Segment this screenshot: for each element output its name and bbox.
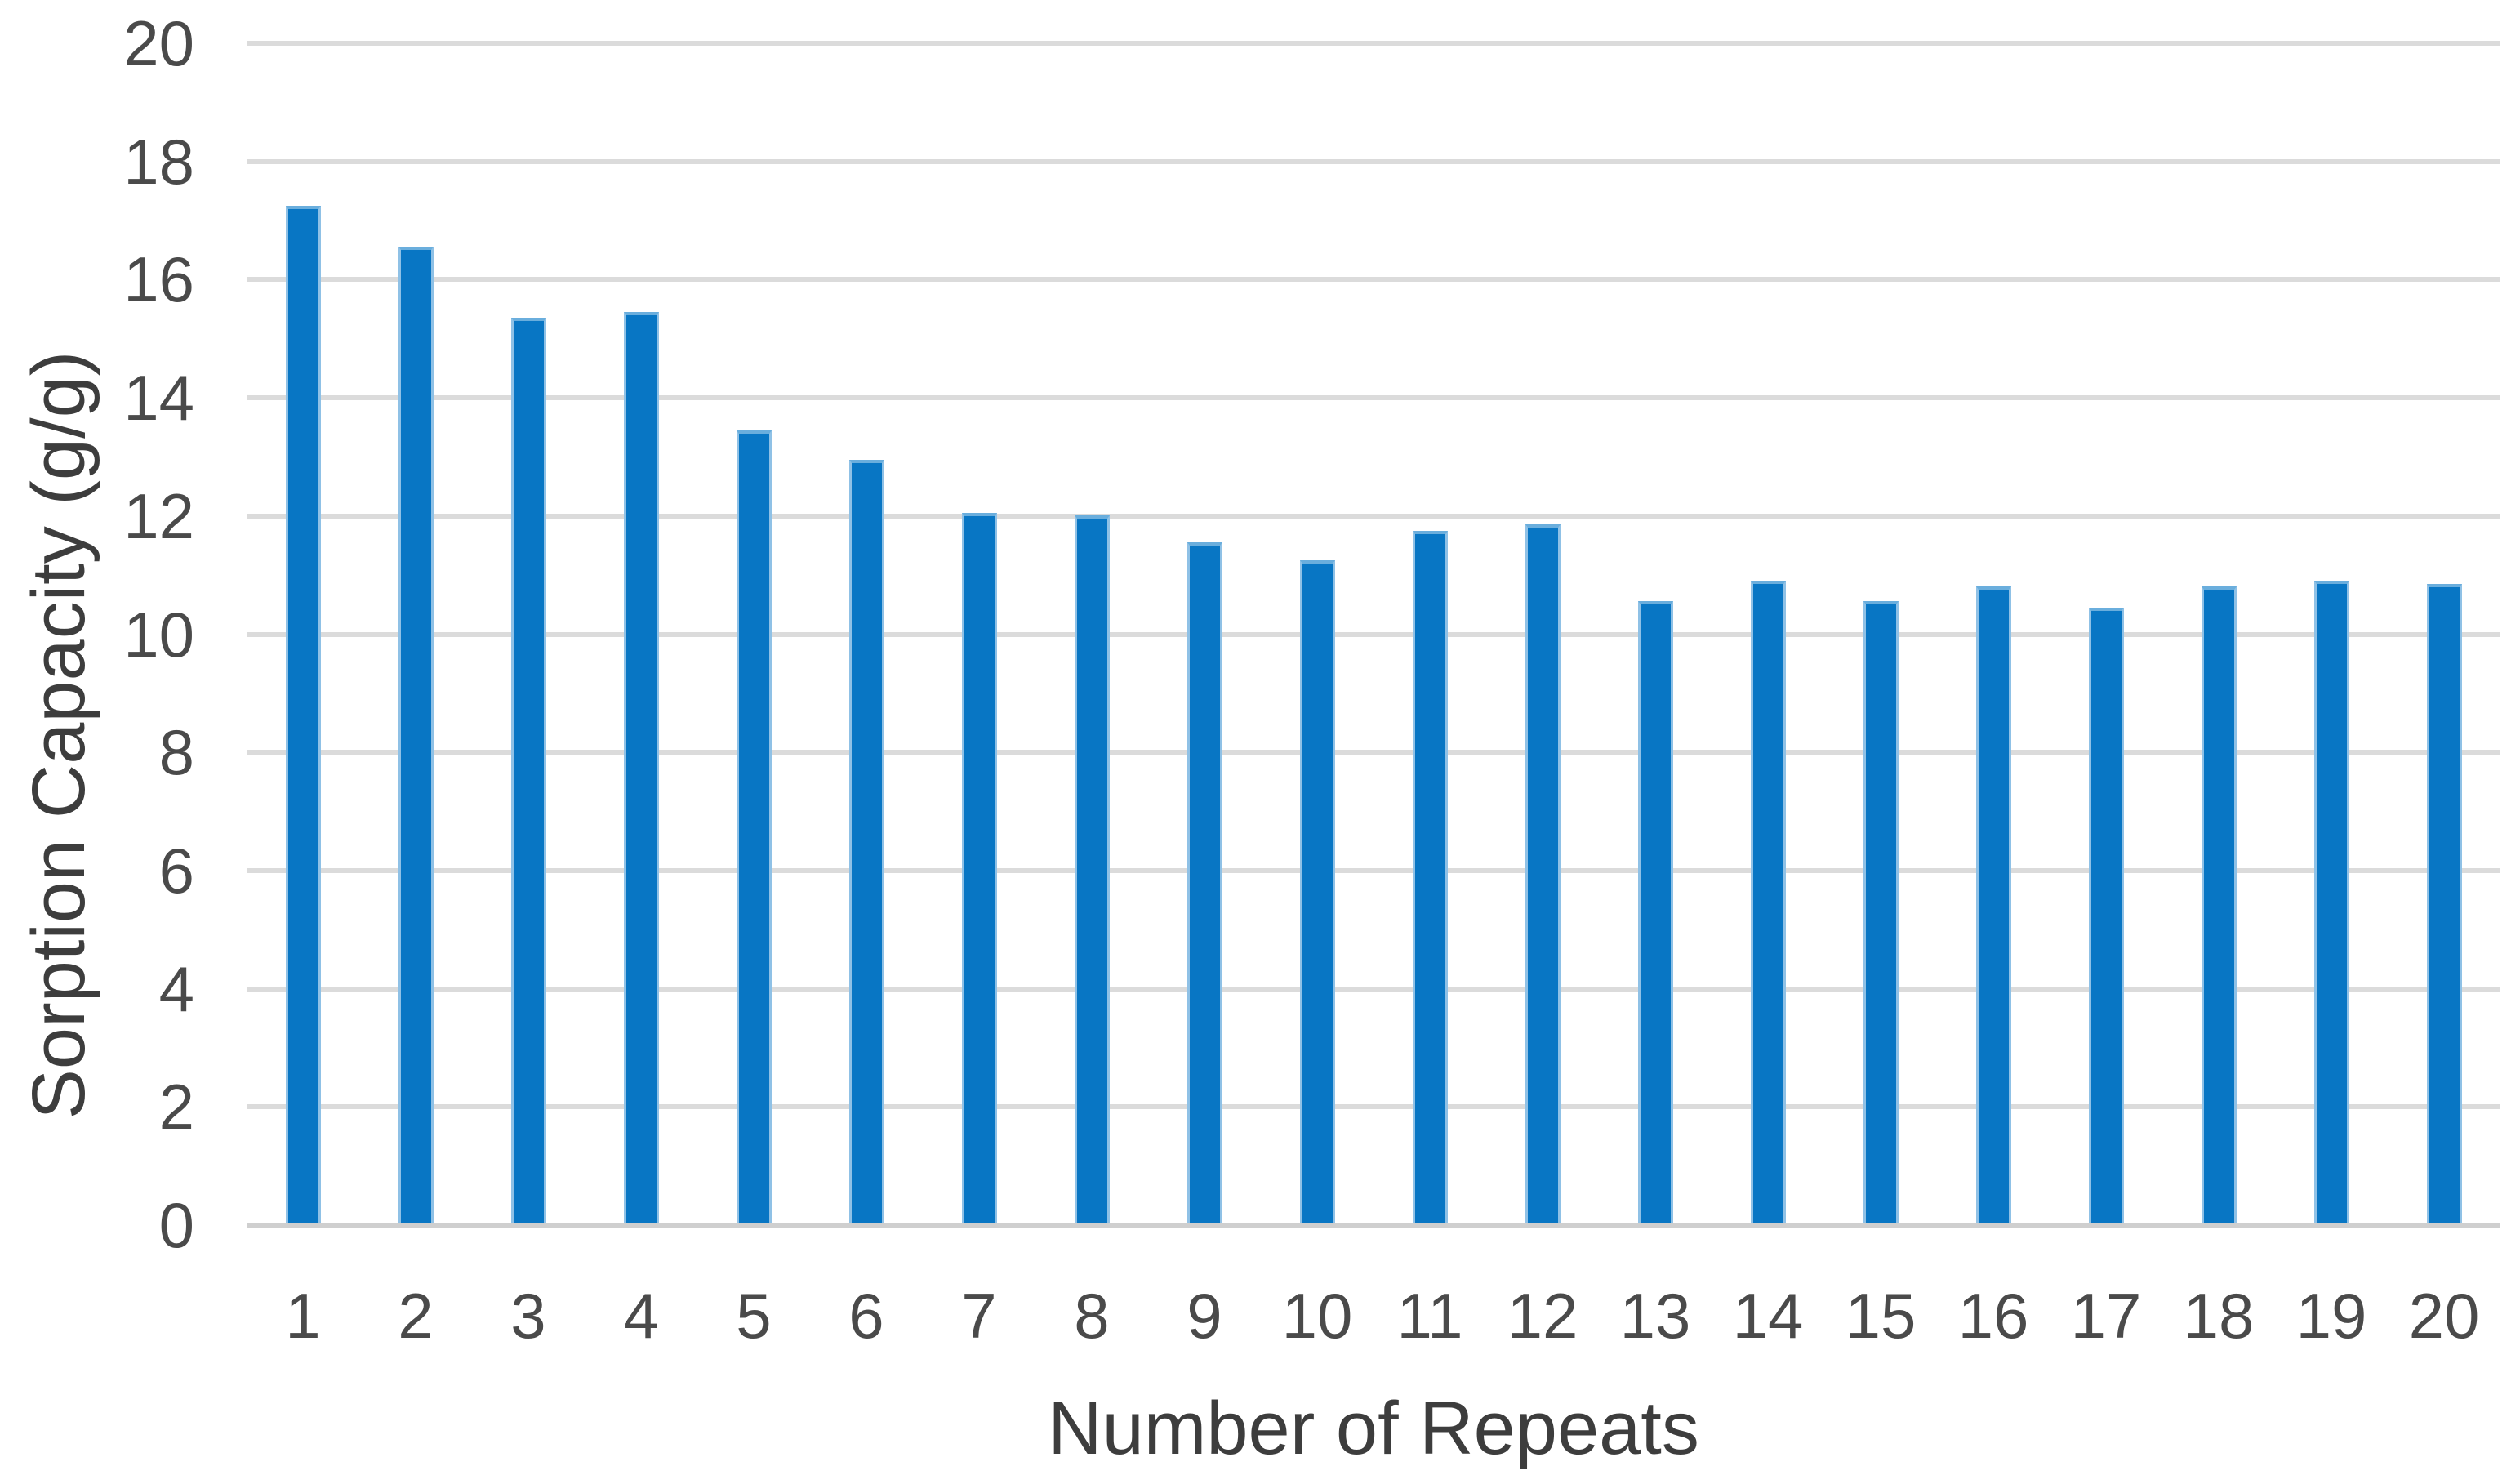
x-tick-label: 12 [1507,1280,1578,1352]
x-tick-label: 2 [398,1280,434,1352]
x-tick-label: 11 [1396,1280,1463,1352]
bar-slot-17 [2050,43,2162,1225]
y-tick-label: 10 [123,598,194,671]
gridline-y18 [247,158,2500,164]
y-tick-label: 8 [158,716,194,789]
x-tick-label: 14 [1732,1280,1804,1352]
x-tick-label: 19 [2295,1280,2367,1352]
x-tick-label: 6 [848,1280,884,1352]
bar-repeat-15 [1863,601,1899,1225]
bar-repeat-7 [961,513,997,1225]
bar-repeat-3 [510,318,546,1225]
bar-repeat-14 [1750,581,1786,1225]
x-tick-label: 16 [1957,1280,2029,1352]
y-tick-label: 12 [123,479,194,552]
x-axis-line [247,1223,2500,1228]
bar-slot-7 [923,43,1035,1225]
bar-repeat-11 [1412,531,1448,1225]
bar-repeat-16 [1975,586,2011,1225]
bar-slot-15 [1824,43,1937,1225]
bar-slot-2 [359,43,472,1225]
bar-repeat-20 [2426,584,2462,1225]
bar-repeat-9 [1187,542,1222,1225]
x-tick-label: 4 [623,1280,659,1352]
bar-repeat-4 [623,312,659,1225]
bar-repeat-1 [285,206,321,1225]
x-tick-label: 17 [2070,1280,2142,1352]
bar-repeat-10 [1299,560,1335,1225]
y-tick-label: 20 [123,7,194,79]
gridline-y16 [247,277,2500,283]
gridline-y4 [247,986,2500,992]
x-tick-label: 13 [1619,1280,1691,1352]
gridline-y2 [247,1104,2500,1110]
bar-slot-3 [472,43,585,1225]
bar-repeat-6 [848,460,884,1225]
x-tick-label: 7 [961,1280,997,1352]
y-tick-label: 4 [158,952,194,1025]
bar-slot-9 [1148,43,1261,1225]
x-axis-title: Number of Repeats [1048,1387,1699,1470]
bar-slot-4 [585,43,697,1225]
bar-repeat-18 [2201,586,2237,1225]
bar-slot-10 [1261,43,1374,1225]
bar-slot-11 [1374,43,1486,1225]
y-tick-label: 6 [158,834,194,907]
bar-slot-1 [247,43,359,1225]
bar-repeat-12 [1525,524,1561,1225]
bar-slot-14 [1712,43,1824,1225]
bar-repeat-13 [1637,601,1673,1225]
gridline-y10 [247,631,2500,637]
bar-slot-8 [1035,43,1148,1225]
x-tick-label: 1 [285,1280,321,1352]
x-tick-label: 3 [510,1280,546,1352]
x-tick-label: 8 [1074,1280,1110,1352]
y-tick-label: 14 [123,362,194,435]
y-tick-label: 16 [123,243,194,316]
bar-repeat-2 [398,247,434,1225]
bar-repeat-5 [736,430,772,1225]
y-tick-label: 2 [158,1071,194,1143]
x-tick-label: 10 [1281,1280,1353,1352]
x-tick-label: 20 [2408,1280,2480,1352]
gridline-y12 [247,513,2500,519]
x-tick-label: 9 [1187,1280,1222,1352]
bar-repeat-19 [2313,581,2349,1225]
bar-slot-19 [2275,43,2388,1225]
bar-slot-12 [1486,43,1599,1225]
bar-slot-18 [2162,43,2275,1225]
y-tick-label: 18 [123,125,194,198]
bar-slot-13 [1599,43,1712,1225]
gridline-y8 [247,750,2500,755]
bar-slot-16 [1937,43,2050,1225]
x-axis-tick-labels: 1 2 3 4 5 6 7 8 9 10 11 12 13 14 15 16 17 18 19 20 [247,1271,2500,1361]
bar-repeat-8 [1074,515,1110,1225]
bar-slot-5 [697,43,810,1225]
gridline-y6 [247,867,2500,873]
bar-series [247,43,2500,1225]
x-tick-label: 5 [736,1280,772,1352]
x-tick-label: 15 [1845,1280,1917,1352]
y-tick-label: 0 [158,1189,194,1261]
bar-repeat-17 [2088,608,2124,1225]
gridline-y14 [247,395,2500,401]
bar-slot-6 [810,43,923,1225]
gridline-y20 [247,41,2500,46]
bar-slot-20 [2388,43,2500,1225]
plot-area [247,41,2500,1228]
x-tick-label: 18 [2183,1280,2255,1352]
